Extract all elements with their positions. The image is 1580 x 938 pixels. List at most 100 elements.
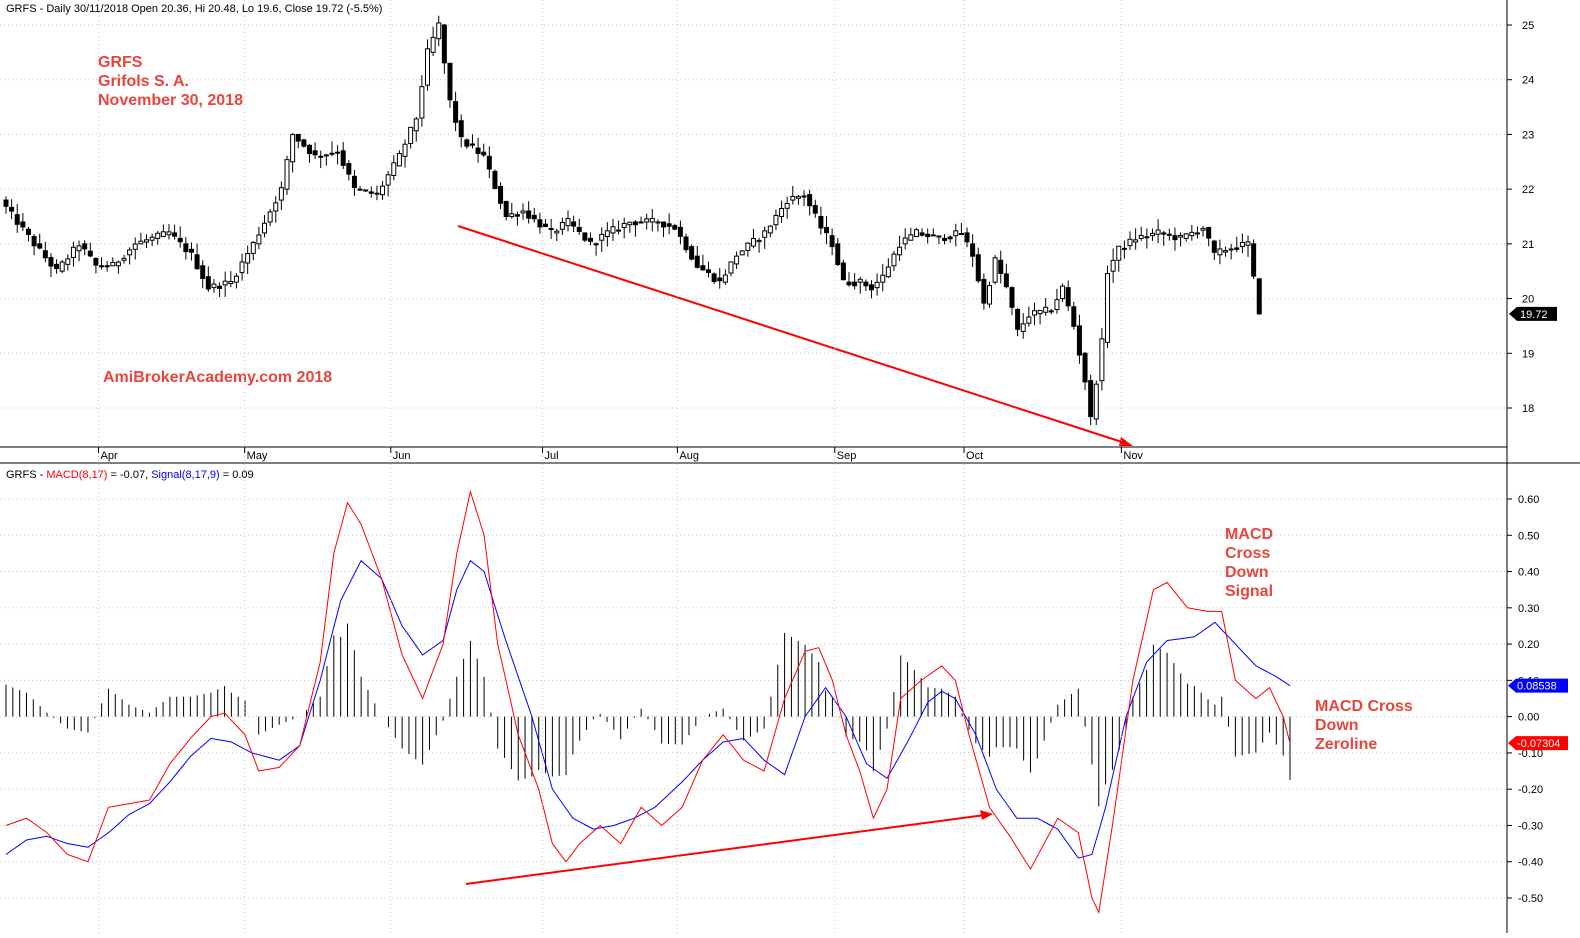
candlestick — [205, 266, 211, 292]
candlestick — [1099, 328, 1105, 391]
candlestick — [638, 216, 644, 224]
candlestick — [447, 62, 453, 108]
candlestick — [1223, 246, 1229, 257]
price-panel[interactable]: 18 19 20 21 22 23 24 25 19.72 — [0, 15, 1557, 446]
candlestick — [829, 228, 835, 256]
candle-body-up — [790, 195, 796, 201]
candle-body-down — [335, 151, 341, 154]
signal-series-label: Signal(8,17,9) — [151, 469, 220, 481]
candlestick — [824, 215, 830, 245]
candlestick — [840, 259, 846, 281]
macd-axis-label: -0.50 — [1518, 893, 1543, 905]
candlestick — [481, 143, 487, 158]
candlestick — [531, 207, 537, 223]
candlestick — [301, 138, 307, 148]
candle-body-down — [200, 265, 206, 280]
candlestick — [981, 273, 987, 310]
candle-body-up — [166, 231, 172, 236]
candle-body-down — [655, 221, 661, 224]
candle-body-down — [1211, 240, 1217, 253]
candlestick — [3, 196, 9, 214]
candlestick — [1009, 286, 1015, 316]
candlestick — [54, 259, 60, 274]
candlestick — [1251, 239, 1257, 279]
candle-body-down — [689, 246, 695, 260]
candlestick — [632, 220, 638, 237]
candle-body-up — [1239, 241, 1245, 248]
candlestick — [1172, 227, 1178, 251]
candlestick — [509, 202, 515, 219]
candlestick — [228, 271, 234, 288]
price-axis-label: 21 — [1522, 239, 1534, 251]
candlestick — [953, 223, 959, 247]
candlestick — [37, 233, 43, 250]
candle-body-down — [964, 232, 970, 243]
candlestick — [998, 250, 1004, 284]
candlestick — [784, 196, 790, 219]
candle-body-up — [380, 185, 386, 196]
candle-body-down — [1076, 325, 1082, 356]
candle-body-up — [250, 242, 256, 254]
candlestick — [295, 133, 301, 149]
candle-body-down — [37, 243, 43, 249]
candlestick — [99, 257, 105, 270]
candle-body-up — [155, 232, 161, 239]
candlestick — [318, 150, 324, 169]
candle-body-up — [256, 234, 262, 245]
candle-body-down — [970, 243, 976, 257]
candle-body-up — [885, 266, 891, 278]
candlestick — [644, 213, 650, 230]
candlestick — [773, 209, 779, 231]
candle-body-down — [925, 233, 931, 238]
candle-body-down — [1234, 247, 1240, 250]
candle-body-down — [172, 232, 178, 237]
candlestick — [734, 251, 740, 270]
candle-body-down — [20, 221, 26, 228]
candle-body-up — [1127, 238, 1133, 247]
candle-body-down — [981, 278, 987, 304]
month-axis-label: May — [247, 450, 268, 462]
candlestick — [1161, 230, 1167, 246]
candlestick — [402, 139, 408, 168]
candle-body-up — [1037, 309, 1043, 315]
candle-body-down — [818, 216, 824, 229]
candlestick — [110, 257, 116, 267]
candle-body-up — [722, 274, 728, 283]
candlestick — [391, 155, 397, 181]
candlestick — [144, 234, 149, 249]
macd-axis-label: -0.20 — [1518, 784, 1543, 796]
candlestick — [655, 219, 661, 232]
month-axis-label: Aug — [679, 450, 699, 462]
candle-body-down — [1172, 235, 1178, 241]
candle-body-down — [672, 225, 678, 230]
candlestick — [183, 237, 189, 260]
macd-panel[interactable]: -0.50-0.40-0.30-0.20-0.100.000.100.200.3… — [0, 489, 1568, 915]
candle-body-down — [9, 206, 15, 212]
candlestick — [902, 228, 908, 250]
candlestick — [127, 247, 133, 265]
candle-body-up — [745, 242, 751, 251]
macd-axis-label: -0.10 — [1518, 748, 1543, 760]
candle-body-down — [548, 228, 554, 231]
candle-body-up — [987, 285, 992, 305]
candlestick — [82, 240, 88, 256]
candlestick — [1200, 225, 1206, 237]
candlestick — [520, 203, 526, 220]
candlestick — [548, 218, 554, 239]
candle-body-down — [346, 163, 352, 175]
candlestick — [958, 222, 964, 236]
candlestick — [1256, 277, 1262, 315]
candlestick — [706, 261, 711, 278]
candlestick — [683, 233, 689, 253]
candle-body-up — [1116, 245, 1122, 261]
candle-body-down — [351, 175, 357, 189]
candlestick — [526, 201, 532, 224]
candle-body-down — [82, 243, 88, 250]
candlestick — [1155, 219, 1161, 244]
candle-body-down — [998, 259, 1004, 274]
candle-body-down — [807, 194, 813, 207]
candle-body-down — [1166, 233, 1172, 236]
candle-body-up — [1144, 236, 1150, 239]
candle-body-up — [273, 202, 279, 212]
